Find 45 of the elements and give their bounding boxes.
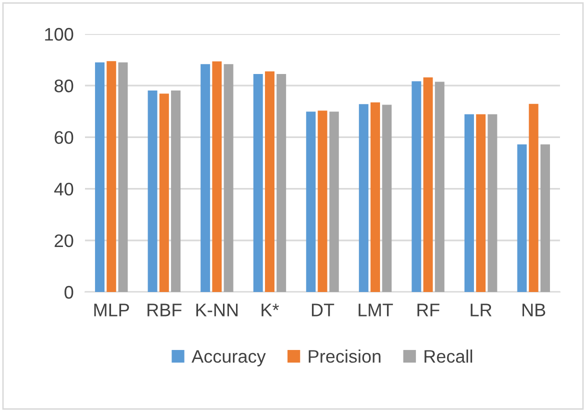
y-tick-label: 0	[64, 286, 74, 299]
bar	[423, 77, 433, 292]
y-tick-label: 100	[45, 28, 74, 41]
bar	[106, 61, 116, 292]
x-tick-label: K-NN	[196, 304, 238, 316]
y-tick-label: 80	[54, 80, 74, 92]
bar	[412, 81, 422, 292]
bar	[517, 144, 527, 292]
bar	[171, 90, 181, 292]
bar	[528, 104, 538, 292]
legend-label: Precision	[308, 350, 380, 363]
x-tick-label: DT	[312, 304, 334, 316]
x-tick-label: LMT	[358, 304, 393, 316]
bar	[434, 82, 444, 292]
y-tick-label: 20	[54, 234, 74, 248]
bar	[370, 102, 380, 292]
x-tick-label: NB	[522, 304, 546, 316]
bar	[159, 94, 169, 292]
bar	[358, 104, 368, 292]
bar	[329, 112, 339, 292]
bar	[224, 64, 234, 292]
bar	[488, 114, 498, 292]
bar	[318, 110, 328, 292]
x-tick-label: LR	[470, 304, 492, 316]
bar	[540, 144, 550, 292]
bar	[276, 74, 286, 292]
bar	[212, 61, 222, 292]
legend-label: Recall	[424, 350, 472, 363]
bar	[306, 112, 316, 292]
bar	[253, 74, 263, 292]
x-tick-label: RF	[418, 304, 440, 316]
y-tick-label: 60	[54, 131, 74, 144]
bar	[95, 62, 105, 292]
x-tick-label: RBF	[148, 304, 182, 316]
legend-label: Accuracy	[192, 350, 266, 366]
x-tick-label: MLP	[94, 304, 129, 316]
bar	[382, 104, 392, 292]
bar	[264, 71, 274, 292]
bar	[118, 62, 128, 292]
bar	[200, 64, 210, 292]
x-tick-label: K*	[262, 304, 279, 316]
bar	[464, 114, 474, 292]
bar	[148, 90, 158, 292]
y-tick-label: 40	[54, 182, 74, 196]
bar	[476, 114, 486, 292]
